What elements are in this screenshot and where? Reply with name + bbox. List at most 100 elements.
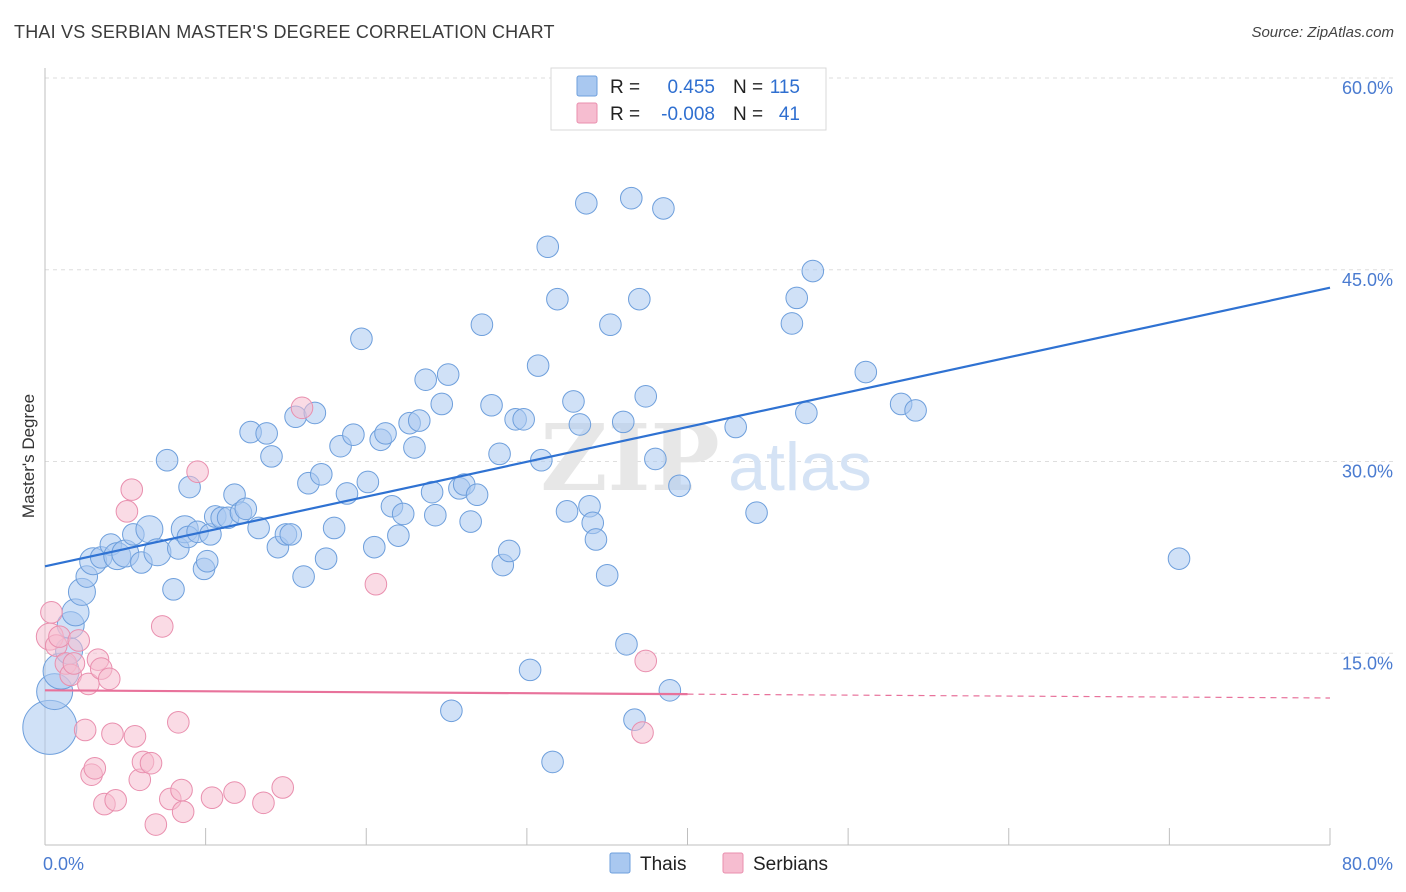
thais-point [668,474,691,498]
chart-title: THAI VS SERBIAN MASTER'S DEGREE CORRELAT… [14,22,555,42]
thais-point [488,442,511,466]
thais-point [292,565,315,588]
y-tick-label: 45.0% [1342,270,1393,290]
thais-point [356,470,380,494]
thais-point [745,501,768,524]
thais-point [255,422,278,445]
watermark-atlas: atlas [728,429,872,505]
serbians-point [67,629,91,652]
thais-point [342,423,365,446]
trend-lines [44,286,1331,699]
x-tick-max-label: 80.0% [1342,854,1393,874]
thais-point [518,658,542,682]
x-axis-ticks [44,828,1331,845]
serbians-point [120,478,144,501]
thais-point [546,287,569,311]
serbians-point [104,788,127,812]
legend-row2-r-value: -0.008 [661,104,715,125]
bottom-legend-thais-swatch [609,852,631,874]
thais-point [854,360,878,384]
thais-point [350,327,373,351]
thais-point [575,191,598,215]
source-credit: Source: ZipAtlas.com [1251,24,1394,41]
legend-row1-r-value: 0.455 [667,77,715,98]
thais-point [155,448,179,472]
serbians-point [167,710,190,734]
thais-point [465,483,489,507]
serbians-point [73,718,97,742]
serbians-point [631,721,654,744]
thais-point [234,497,258,521]
legend-row2-r-label: R = [610,104,640,125]
thais-point [195,549,219,573]
thais-point [724,415,747,439]
thais-point [162,578,185,601]
thais-point [795,401,818,425]
thais-point [595,563,619,587]
thais-point [780,312,804,335]
serbians-point [62,652,86,675]
thais-point [555,500,579,523]
thais-point [526,354,550,377]
thais-point [459,510,482,533]
thais-point [374,422,397,445]
thais-point [634,385,658,408]
thais-point [407,409,431,432]
thais-point [562,390,585,413]
thais-point [644,447,667,471]
serbians-point [200,786,224,810]
legend-row1-n-label: N = [733,77,763,98]
serbians-point [150,615,174,638]
serbians-point [123,725,147,748]
serbians-points [35,396,658,836]
thais-point [260,445,283,468]
thais-point [322,516,346,540]
thais-point [309,462,333,486]
serbians-point [115,500,139,523]
thais-point [619,186,643,210]
bottom-legend-serbians-swatch [722,852,744,874]
thais-point [362,535,386,559]
legend-row2-n-value: 41 [779,104,800,125]
thais-point [480,393,503,417]
y-tick-label: 30.0% [1342,462,1393,482]
thais-trend-line [44,286,1331,568]
serbians-point [170,778,193,802]
serbians-point [290,396,314,420]
legend-thais-swatch [576,75,598,97]
bottom-legend-thais-label: Thais [640,854,686,875]
thais-point [1167,547,1191,570]
serbians-point [171,800,195,824]
series-legend: Thais Serbians [609,852,828,875]
thais-point [391,502,415,526]
thais-point [611,410,635,434]
y-tick-label: 15.0% [1342,653,1393,673]
serbians-point [252,791,275,815]
y-tick-labels: 15.0% 30.0% 45.0% 60.0% [1342,78,1393,673]
thais-point [512,408,535,431]
thais-point [470,313,494,337]
thais-point [424,503,447,527]
thais-point [801,259,825,283]
serbians-point [364,572,388,596]
thais-point [536,235,560,259]
thais-point [628,287,651,311]
thais-point [652,197,675,220]
serbians-point [97,667,121,691]
legend-row2-n-label: N = [733,104,763,125]
serbians-trend-line-dashed [687,693,1331,699]
gridlines [45,77,1393,654]
y-tick-label: 60.0% [1342,78,1393,98]
thais-point [497,539,521,563]
serbians-trend-line [44,689,688,696]
thais-point [584,528,608,551]
serbians-point [634,649,658,673]
thais-point [430,392,454,416]
serbians-point [271,776,295,799]
thais-point [414,368,437,391]
thais-point [247,516,270,540]
thais-point [904,399,927,422]
thais-point [440,699,463,723]
serbians-point [144,813,168,836]
